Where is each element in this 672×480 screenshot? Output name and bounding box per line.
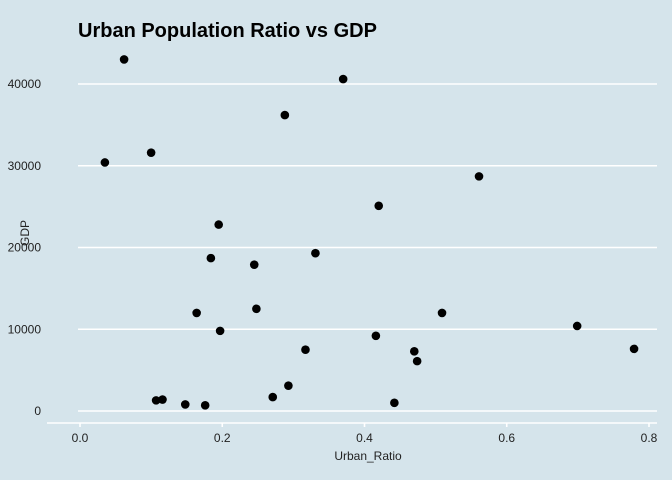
data-point [252,304,261,314]
data-point [192,308,201,318]
data-point [146,148,156,157]
x-axis-ticks: 0.0 0.2 0.4 0.6 0.8 [72,423,658,445]
data-point [437,308,447,318]
data-point [119,55,129,64]
data-point [180,400,190,409]
data-point [268,392,278,402]
x-axis-label: Urban_Ratio [334,449,402,463]
x-tick-label: 0.4 [356,431,373,445]
y-axis-label: GDP [18,220,32,246]
data-point [371,331,381,341]
grid-lines [47,83,657,424]
data-point [374,201,384,211]
data-point [311,248,320,258]
data-point [249,260,259,269]
data-point [158,395,167,404]
data-point [301,345,310,354]
data-point [474,172,484,181]
data-point [409,347,419,356]
data-point [100,158,110,167]
data-point [572,321,582,331]
data-point [338,74,348,84]
data-point [200,400,210,410]
data-point [629,344,639,354]
chart-title: Urban Population Ratio vs GDP [78,20,377,42]
data-point [390,398,399,408]
y-tick-label: 0 [34,404,41,418]
data-points [100,55,639,410]
y-tick-label: 10000 [8,322,42,336]
data-point [284,381,293,390]
y-tick-label: 30000 [8,159,42,173]
data-point [412,356,422,366]
data-point [280,110,290,120]
y-axis-ticks: 0 10000 20000 30000 40000 [8,77,42,418]
x-tick-label: 0.2 [214,431,231,445]
data-point [151,396,161,405]
data-point [206,253,216,263]
x-tick-label: 0.8 [641,431,658,445]
y-tick-label: 20000 [8,241,42,255]
x-tick-label: 0.0 [72,431,89,445]
y-tick-label: 40000 [8,77,42,91]
data-point [214,220,223,229]
data-point [215,326,225,336]
x-tick-label: 0.6 [498,431,515,445]
